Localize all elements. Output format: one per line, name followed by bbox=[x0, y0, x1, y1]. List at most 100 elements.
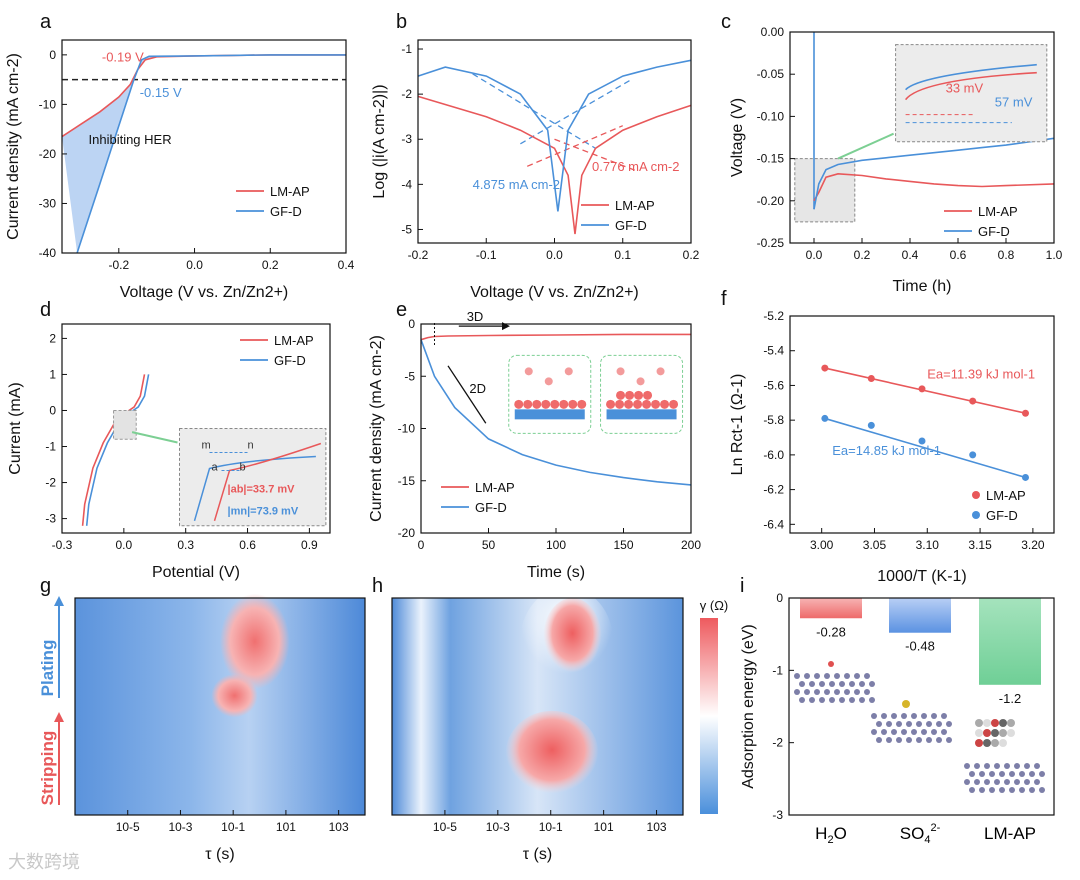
annotation: 2D bbox=[469, 381, 486, 396]
lattice-atom bbox=[1014, 779, 1020, 785]
lm-ap-molecule bbox=[999, 719, 1007, 727]
y-tick-label: -0.20 bbox=[757, 194, 785, 208]
y-axis-title: Adsorption energy (eV) bbox=[740, 624, 757, 789]
lm-ap-molecule bbox=[991, 739, 999, 747]
x-tick-label: 0.0 bbox=[186, 258, 203, 272]
lattice-atom bbox=[881, 729, 887, 735]
lattice-atom bbox=[814, 673, 820, 679]
series-line bbox=[813, 137, 1055, 210]
heatmap-blob bbox=[505, 710, 599, 798]
x-tick-label: 3.10 bbox=[916, 538, 940, 552]
zoom-arrow bbox=[131, 431, 178, 444]
lattice-atom bbox=[859, 681, 865, 687]
annotation: Ea=11.39 kJ mol-1 bbox=[927, 366, 1035, 381]
lattice-atom bbox=[869, 697, 875, 703]
annotation: 3D bbox=[467, 309, 484, 324]
zn-atom bbox=[633, 399, 643, 409]
zn-ion bbox=[544, 377, 553, 386]
y-tick-label: -5.6 bbox=[763, 378, 784, 392]
lattice-atom bbox=[819, 681, 825, 687]
lattice-atom bbox=[849, 697, 855, 703]
plating-label: Plating bbox=[38, 640, 57, 697]
category-label: SO42- bbox=[900, 822, 941, 846]
y-tick-label: -5 bbox=[404, 369, 415, 383]
sulfate-molecule bbox=[902, 700, 910, 708]
tafel-fit-line bbox=[526, 125, 624, 167]
lattice-atom bbox=[859, 697, 865, 703]
zn-atom bbox=[532, 399, 542, 409]
x-tick-label: 1.0 bbox=[1046, 248, 1063, 262]
data-point bbox=[867, 374, 875, 382]
lm-ap-molecule bbox=[975, 739, 983, 747]
lm-ap-molecule bbox=[1007, 719, 1015, 727]
y-axis-title: Current density (mA cm-2) bbox=[368, 335, 385, 522]
y-tick-label: -5 bbox=[401, 222, 412, 236]
y-tick-label: -6.0 bbox=[763, 448, 784, 462]
lattice-atom bbox=[969, 771, 975, 777]
y-tick-label: -20 bbox=[39, 147, 57, 161]
lattice-atom bbox=[829, 681, 835, 687]
lattice-atom bbox=[1014, 763, 1020, 769]
lattice-atom bbox=[844, 689, 850, 695]
zn-atom bbox=[514, 399, 524, 409]
lattice-atom bbox=[906, 721, 912, 727]
y-tick-label: -0.25 bbox=[757, 236, 785, 250]
x-tick-label: 0.6 bbox=[950, 248, 967, 262]
lattice-atom bbox=[1009, 787, 1015, 793]
legend-label: LM-AP bbox=[270, 184, 310, 199]
lattice-atom bbox=[911, 713, 917, 719]
zn-atom bbox=[624, 399, 634, 409]
x-tick-label: 10-3 bbox=[486, 820, 510, 834]
lattice-atom bbox=[809, 697, 815, 703]
zn-atom bbox=[642, 399, 652, 409]
annotation: |mn|=73.9 mV bbox=[228, 506, 299, 518]
annotation: 33 mV bbox=[946, 81, 984, 96]
panel-letter-c: c bbox=[721, 11, 731, 33]
y-tick-label: 0 bbox=[49, 48, 56, 62]
lm-ap-molecule bbox=[1007, 729, 1015, 737]
lattice-atom bbox=[916, 721, 922, 727]
y-tick-label: 0 bbox=[408, 317, 415, 331]
lattice-atom bbox=[891, 729, 897, 735]
lattice-atom bbox=[979, 771, 985, 777]
lm-ap-molecule bbox=[975, 729, 983, 737]
x-axis-title: Potential (V) bbox=[152, 564, 240, 581]
x-tick-label: 0 bbox=[418, 538, 425, 552]
legend-label: LM-AP bbox=[986, 488, 1026, 503]
panel-h: 10-5 10-3 10-1 101 103 τ (s) bbox=[391, 587, 684, 863]
lattice-atom bbox=[829, 697, 835, 703]
plot-frame bbox=[74, 597, 366, 816]
lattice-atom bbox=[901, 729, 907, 735]
legend-label: GF-D bbox=[986, 508, 1018, 523]
lattice-atom bbox=[946, 737, 952, 743]
x-tick-label: 0.8 bbox=[998, 248, 1015, 262]
x-axis-title: 1000/T (K-1) bbox=[877, 568, 967, 585]
zn-ion bbox=[616, 367, 625, 376]
lattice-atom bbox=[989, 787, 995, 793]
legend-label: GF-D bbox=[274, 353, 306, 368]
subscript: 2 bbox=[827, 834, 833, 846]
y-tick-label: -40 bbox=[39, 246, 57, 260]
y-tick-label: -5.4 bbox=[763, 344, 784, 358]
zoom-region bbox=[113, 409, 137, 440]
annotation: 57 mV bbox=[995, 95, 1033, 110]
lattice-atom bbox=[1004, 779, 1010, 785]
panel-f: 3.00 3.05 3.10 3.15 3.20 -5.2 -5.4 -5.6 -5.8 -6.0… bbox=[729, 309, 1055, 585]
bar-value-label: -1.2 bbox=[999, 691, 1021, 706]
lattice-atom bbox=[871, 713, 877, 719]
lattice-atom bbox=[839, 681, 845, 687]
panel-letter-h: h bbox=[372, 575, 383, 597]
zn-atom bbox=[577, 399, 587, 409]
inset-box bbox=[895, 44, 1048, 143]
y-tick-label: -1 bbox=[45, 440, 56, 454]
bar bbox=[800, 598, 862, 619]
legend-label: LM-AP bbox=[274, 333, 314, 348]
lattice-atom bbox=[926, 721, 932, 727]
y-tick-label: -10 bbox=[398, 422, 416, 436]
lattice-atom bbox=[999, 771, 1005, 777]
panel-g: 10-5 10-3 10-1 101 103 τ (s) bbox=[74, 593, 366, 863]
colorbar-label: γ (Ω) bbox=[700, 598, 729, 613]
x-tick-label: 0.0 bbox=[116, 538, 133, 552]
data-point bbox=[821, 364, 829, 372]
